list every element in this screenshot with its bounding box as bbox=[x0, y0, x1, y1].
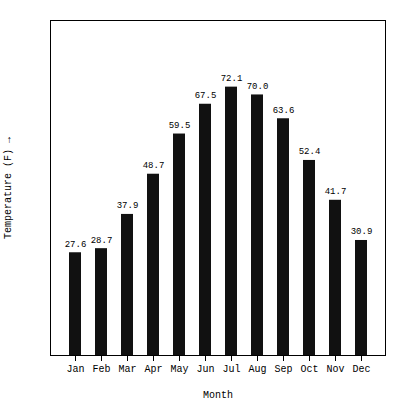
svg-text:67.5: 67.5 bbox=[195, 91, 217, 101]
svg-text:Apr: Apr bbox=[144, 364, 162, 375]
svg-text:Temperature (F) →: Temperature (F) → bbox=[3, 137, 14, 239]
svg-text:41.7: 41.7 bbox=[325, 187, 347, 197]
svg-text:70.0: 70.0 bbox=[247, 82, 269, 92]
svg-text:Mar: Mar bbox=[118, 364, 136, 375]
svg-text:28.7: 28.7 bbox=[91, 236, 113, 246]
svg-text:Oct: Oct bbox=[300, 364, 318, 375]
svg-text:Dec: Dec bbox=[352, 364, 370, 375]
svg-text:Month: Month bbox=[203, 390, 233, 400]
svg-text:Sep: Sep bbox=[274, 364, 292, 375]
svg-text:Jan: Jan bbox=[66, 364, 84, 375]
svg-text:Feb: Feb bbox=[92, 364, 110, 375]
svg-text:Jul: Jul bbox=[222, 364, 240, 375]
svg-text:Jun: Jun bbox=[196, 364, 214, 375]
svg-text:52.4: 52.4 bbox=[299, 147, 321, 157]
svg-text:27.6: 27.6 bbox=[65, 240, 87, 250]
svg-text:59.5: 59.5 bbox=[169, 121, 191, 131]
svg-text:May: May bbox=[170, 364, 188, 375]
svg-text:Aug: Aug bbox=[248, 364, 266, 375]
svg-text:63.6: 63.6 bbox=[273, 106, 295, 116]
svg-text:37.9: 37.9 bbox=[117, 201, 139, 211]
svg-text:72.1: 72.1 bbox=[221, 74, 243, 84]
svg-text:30.9: 30.9 bbox=[351, 227, 373, 237]
svg-text:Nov: Nov bbox=[326, 364, 344, 375]
svg-text:48.7: 48.7 bbox=[143, 161, 165, 171]
